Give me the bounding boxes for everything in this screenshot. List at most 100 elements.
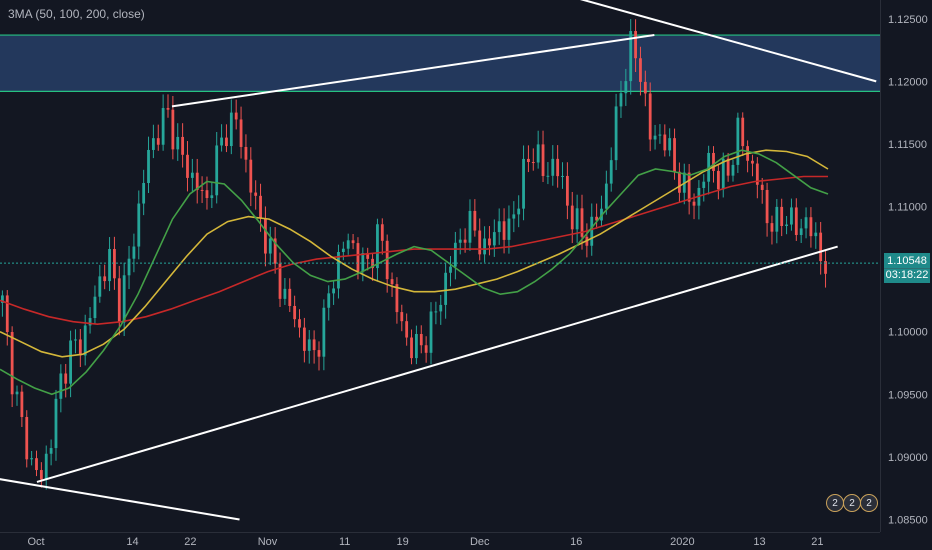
candle-body [556,158,560,177]
candle-body [415,333,418,359]
time-tick-label: 16 [570,536,582,548]
candle-body [288,288,292,306]
time-tick-label: 19 [396,536,408,548]
candle-body [322,307,326,357]
price-tick-label: 1.10000 [888,327,928,339]
candle-body [220,137,223,146]
candle-body [678,171,681,193]
event-marker[interactable]: 2 [843,494,861,512]
candle-body [790,207,793,225]
candle-body [755,163,759,185]
candle-body [113,248,116,279]
candle-body [692,201,696,206]
trendline[interactable] [539,0,877,83]
candle-body [171,109,175,150]
candle-body [254,192,258,196]
candle-body [429,311,433,353]
candle-body [142,183,146,204]
candle-body [716,170,720,190]
candle-body [35,458,38,471]
candle-body [527,158,530,163]
candle-body [741,117,745,147]
candle-body [390,279,394,285]
candle-body [502,221,506,240]
candle-body [595,216,599,221]
candle-body [702,181,706,188]
candle-body [512,214,516,219]
candle-body [687,172,691,202]
candle-body [137,203,141,247]
candle-body [517,208,521,215]
candle-body [673,138,676,172]
time-tick-label: 2020 [670,536,694,548]
candle-body [268,238,272,254]
candle-body [629,31,633,82]
last-price-badge: 1.10548 03:18:22 [884,253,930,283]
candle-body [824,261,827,274]
time-tick-label: 22 [184,536,196,548]
candle-body [497,221,501,233]
candle-body [380,224,384,241]
candle-body [317,350,321,357]
candle-body [780,206,784,227]
candle-body [15,391,19,395]
candle-body [726,158,730,176]
candle-body [341,248,345,253]
candle-body [570,205,574,230]
candle-body [346,240,350,249]
candle-body [98,276,102,297]
candle-body [551,158,555,176]
candle-body [117,278,121,323]
candle-body [751,160,754,164]
candle-body [351,240,355,244]
badge-divider [884,268,930,269]
candle-body [88,318,92,326]
indicator-legend[interactable]: 3MA (50, 100, 200, close) [8,7,145,21]
candle-body [609,160,613,184]
candle-body [366,253,370,259]
price-tick-label: 1.12500 [888,14,928,26]
candle-body [239,119,243,147]
candle-body [122,275,126,323]
candle-body [10,332,14,395]
candle-body [775,206,779,232]
candle-body [69,340,72,384]
candle-body [663,134,667,151]
candle-body [49,448,53,454]
ma-100-line [0,149,829,358]
candle-body [293,305,297,320]
candle-body [536,144,540,163]
event-marker[interactable]: 2 [826,494,844,512]
price-tick-label: 1.12000 [888,76,928,88]
candle-body [658,134,662,136]
candle-body [546,175,550,177]
candle-body [478,230,482,255]
time-tick-label: 21 [811,536,823,548]
candle-body [103,276,107,282]
candle-body [74,339,77,341]
trendline[interactable] [0,476,240,521]
event-marker[interactable]: 2 [860,494,878,512]
candle-body [210,195,214,199]
candle-body [332,288,335,294]
last-price-value: 1.10548 [887,255,927,267]
price-tick-label: 1.09000 [888,452,928,464]
candle-body [25,417,29,460]
candle-body [624,81,628,94]
trendline[interactable] [36,245,838,483]
candle-body [721,158,725,190]
candle-body [156,138,160,145]
time-tick-label: 11 [339,536,350,548]
candle-body [39,470,43,480]
economic-events[interactable]: 2 2 2 [826,494,878,514]
candle-body [298,319,301,328]
price-tick-label: 1.09500 [888,389,928,401]
candle-body [44,453,48,480]
candle-body [395,284,399,313]
candle-body [356,243,360,272]
trendline[interactable] [171,34,655,108]
candle-body [176,136,180,150]
candle-body [302,327,306,351]
candle-body [473,210,477,231]
